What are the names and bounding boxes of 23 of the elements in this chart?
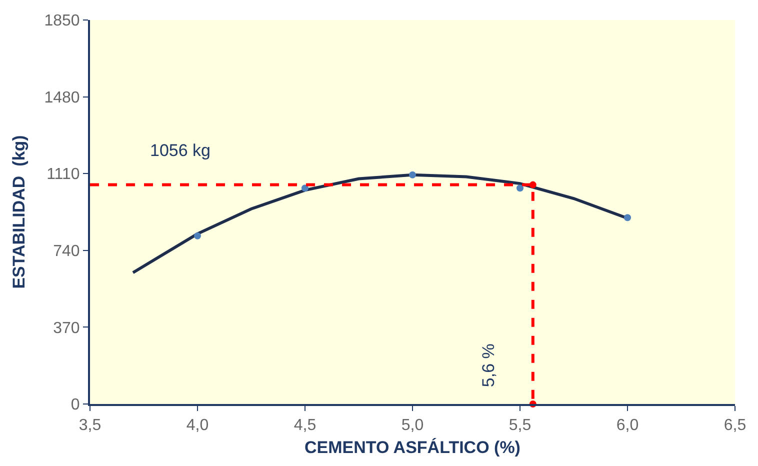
x-tick-label: 5,0	[401, 417, 424, 434]
point	[194, 232, 201, 240]
y-axis-title: ESTABILIDAD (kg)	[9, 135, 28, 289]
point	[624, 214, 631, 222]
point	[302, 184, 308, 192]
x-tick-label: 4,5	[294, 417, 316, 434]
y-tick-label: 1480	[44, 89, 80, 106]
y-tick-label: 1850	[44, 12, 80, 30]
y-tick-label: 0	[70, 396, 80, 414]
x-axis-title: CEMENTO ASFÁLTICO (%)	[304, 437, 520, 458]
annotation: 5,6 %	[478, 344, 498, 388]
point	[409, 171, 416, 178]
x-tick-label: 6,5	[724, 417, 746, 434]
annotation: 1056 kg	[150, 141, 210, 160]
x-tick-label: 4,0	[186, 417, 209, 434]
x-tick-label: 6,0	[616, 417, 639, 434]
y-tick-label: 370	[53, 320, 80, 337]
x-tick-label: 5,5	[508, 417, 532, 434]
point	[516, 184, 524, 192]
x-tick-label: 3,5	[78, 417, 102, 434]
point	[529, 181, 536, 188]
y-tick-label: 740	[53, 243, 80, 260]
y-tick-label: 1110	[46, 166, 80, 184]
